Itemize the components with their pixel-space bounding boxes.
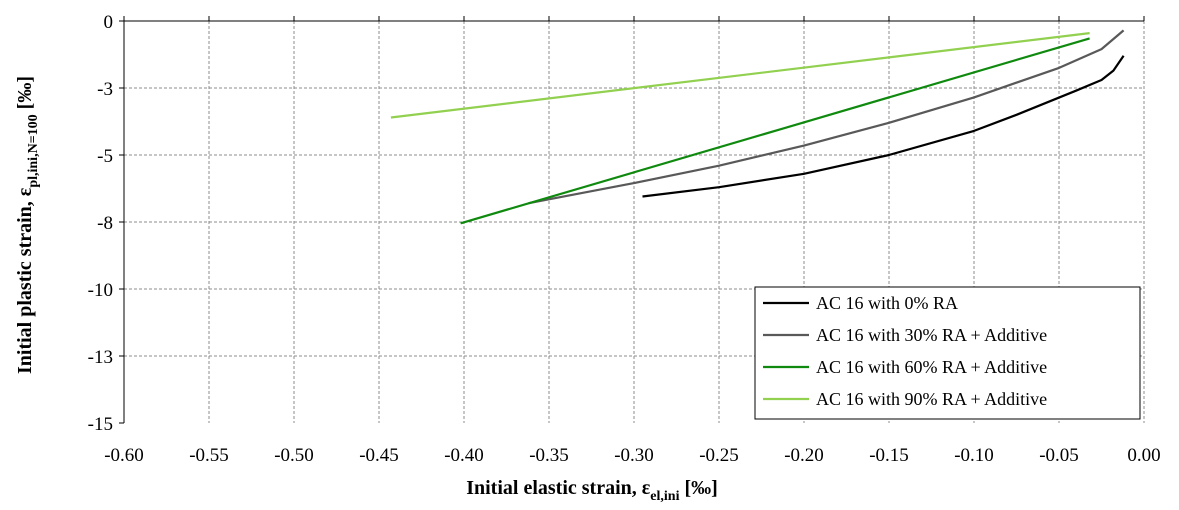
x-tick-label: -0.55 [189,445,229,466]
x-tick-label: -0.45 [359,445,399,466]
x-tick-label: -0.30 [614,445,654,466]
y-tick-label: 0 [104,12,114,33]
series-line-4 [390,32,1090,119]
x-tick-label: -0.20 [784,445,824,466]
y-tick-labels: 0 -3 -5 -8 -10 -13 -15 [88,12,113,435]
x-tick-label: 0.00 [1127,445,1160,466]
x-tick-label: -0.50 [274,445,314,466]
series-line-1 [642,55,1125,198]
legend: AC 16 with 0% RA AC 16 with 30% RA + Addi… [754,286,1141,420]
x-tick-label: -0.35 [529,445,569,466]
y-tick-label: -13 [88,347,113,368]
x-tick-label: -0.05 [1039,445,1079,466]
x-tick-label: -0.25 [699,445,739,466]
y-tick-label: -3 [97,79,113,100]
legend-label-3: AC 16 with 60% RA + Additive [816,357,1047,377]
x-tick-labels: -0.60 -0.55 -0.50 -0.45 -0.40 -0.35 -0.30 -0.25… [104,445,1160,466]
x-axis-title: Initial elastic strain, εel,ini [‰] [466,477,718,504]
y-tick-label: -15 [88,414,113,435]
x-tick-label: -0.10 [954,445,994,466]
y-tick-label: -10 [88,280,113,301]
y-axis-title: Initial plastic strain, εpl,ini,N=100 [‰… [14,76,41,374]
y-tick-label: -5 [97,146,113,167]
legend-label-4: AC 16 with 90% RA + Additive [816,389,1047,409]
x-axis-title-sub: el,ini [650,489,679,504]
legend-label-1: AC 16 with 0% RA [816,293,958,313]
x-axis-title-main: Initial elastic strain, ε [466,477,651,499]
x-tick-label: -0.60 [104,445,144,466]
series-line-2 [528,29,1125,205]
x-tick-label: -0.15 [869,445,909,466]
x-axis-title-unit: [‰] [679,477,717,499]
axes [119,16,1145,424]
series-lines [390,29,1125,225]
legend-label-2: AC 16 with 30% RA + Additive [816,325,1047,345]
y-tick-label: -8 [97,213,113,234]
y-axis-title-main: Initial plastic strain, ε [14,187,36,374]
series-line-3 [460,37,1090,225]
x-tick-label: -0.40 [444,445,484,466]
legend-box [754,286,1141,420]
y-axis-title-sub: pl,ini,N=100 [26,114,41,187]
y-axis-title-unit: [‰] [14,76,36,114]
